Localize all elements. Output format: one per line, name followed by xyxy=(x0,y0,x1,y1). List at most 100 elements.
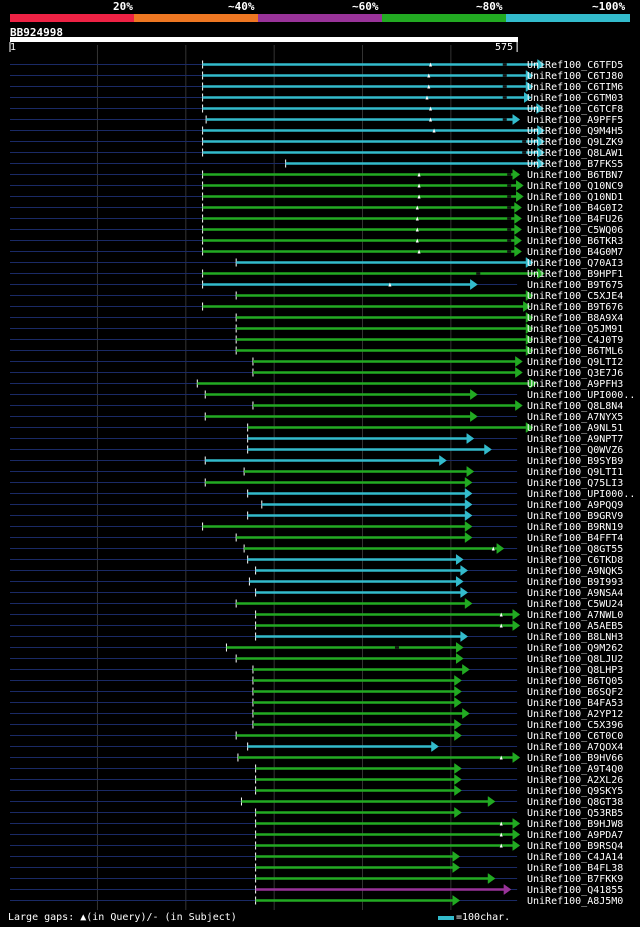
hit-arrowhead xyxy=(464,499,473,510)
hit-label: UniRef100_Q0WVZ6 xyxy=(527,445,623,456)
hit-arrowhead xyxy=(514,235,522,246)
hit-label: UniRef100_B8A9X4 xyxy=(527,313,623,324)
hit-arrowhead xyxy=(460,631,469,642)
hit-label: UniRef100_Q8GT55 xyxy=(527,544,623,555)
hit-label: UniRef100_C6TFD5 xyxy=(527,60,623,71)
hit-label: UniRef100_B6TKR3 xyxy=(527,236,623,247)
hit-label: UniRef100_A9PQQ9 xyxy=(527,500,623,511)
hit-label: UniRef100_B4FU26 xyxy=(527,214,623,225)
query-start-label: 1 xyxy=(10,42,17,53)
legend-label-80: ~80% xyxy=(476,0,503,13)
query-gap-marker xyxy=(417,183,421,188)
hit-arrowhead xyxy=(470,389,478,400)
hit-arrowhead xyxy=(512,169,521,180)
hit-label: UniRef100_B6TQ05 xyxy=(527,676,623,687)
hit-arrowhead xyxy=(537,125,545,136)
hit-arrowhead xyxy=(537,268,545,279)
hit-label: UniRef100_B4G0M7 xyxy=(527,247,623,258)
query-gap-marker xyxy=(417,249,421,254)
hit-label: UniRef100_Q8LHP3 xyxy=(527,665,623,676)
hit-arrowhead xyxy=(454,774,462,785)
hit-arrowhead xyxy=(454,675,462,686)
hit-label: UniRef100_Q53RB5 xyxy=(527,808,623,819)
hit-arrowhead xyxy=(514,213,522,224)
hit-arrowhead xyxy=(524,92,532,103)
hit-label: UniRef100_B9T675 xyxy=(527,280,623,291)
hit-arrowhead xyxy=(454,763,462,774)
hit-label: UniRef100_B4FL38 xyxy=(527,863,623,874)
query-gap-marker xyxy=(415,238,419,243)
hit-label: UniRef100_A8J5M0 xyxy=(527,896,623,907)
hit-arrowhead xyxy=(514,246,522,257)
hit-arrowhead xyxy=(454,785,462,796)
query-gap-marker xyxy=(499,612,503,617)
hit-label: UniRef100_C6TIM6 xyxy=(527,82,623,93)
hit-label: UniRef100_Q70AI3 xyxy=(527,258,623,269)
query-gap-marker xyxy=(417,194,421,199)
hit-arrowhead xyxy=(454,719,462,730)
hit-label: UniRef100_Q3E7J6 xyxy=(527,368,623,379)
hit-label: UniRef100_B4G0I2 xyxy=(527,203,623,214)
hit-arrowhead xyxy=(529,378,537,389)
hit-arrowhead xyxy=(452,851,461,862)
hit-arrowhead xyxy=(514,202,522,213)
query-gap-marker xyxy=(499,755,503,760)
hit-arrowhead xyxy=(464,477,473,488)
hit-label: UniRef100_B9T676 xyxy=(527,302,623,313)
hit-label: UniRef100_Q9LZK9 xyxy=(527,137,623,148)
hit-label: UniRef100_B9HPF1 xyxy=(527,269,623,280)
query-bar xyxy=(10,37,518,42)
hit-arrowhead xyxy=(431,741,439,752)
query-gap-marker xyxy=(427,73,431,78)
query-gap-marker xyxy=(415,205,419,210)
hit-arrowhead xyxy=(454,807,462,818)
hit-label: UniRef100_Q8GT38 xyxy=(527,797,623,808)
hit-label: UniRef100_Q9M4H5 xyxy=(527,126,623,137)
hit-arrowhead xyxy=(464,598,473,609)
hit-arrowhead xyxy=(455,642,464,653)
query-gap-marker xyxy=(429,62,433,67)
query-gap-marker xyxy=(417,172,421,177)
hit-label: UniRef100_B9RN19 xyxy=(527,522,623,533)
legend-segment-100 xyxy=(506,14,630,22)
hit-label: UniRef100_B9HJW8 xyxy=(527,819,623,830)
query-gap-marker xyxy=(499,623,503,628)
query-gap-marker xyxy=(499,843,503,848)
hit-arrowhead xyxy=(454,730,462,741)
identity-legend-bar xyxy=(10,14,630,22)
hit-label: UniRef100_A9NQK5 xyxy=(527,566,623,577)
hit-label: UniRef100_C6TKD8 xyxy=(527,555,623,566)
hit-arrowhead xyxy=(464,521,473,532)
hit-label: UniRef100_B9SYB9 xyxy=(527,456,623,467)
hit-label: UniRef100_A2YP12 xyxy=(527,709,623,720)
hit-arrowhead xyxy=(466,433,475,444)
hit-arrowhead xyxy=(455,554,464,565)
hit-label: UniRef100_Q9LTI2 xyxy=(527,357,623,368)
hit-label: UniRef100_B9I993 xyxy=(527,577,623,588)
hit-arrowhead xyxy=(464,488,473,499)
hit-label: UniRef100_Q10ND1 xyxy=(527,192,623,203)
hit-label: UniRef100_Q8L8N4 xyxy=(527,401,623,412)
hit-arrowhead xyxy=(455,653,464,664)
hit-arrowhead xyxy=(516,191,524,202)
scale-key-label: =100char. xyxy=(456,912,511,923)
hit-arrowhead xyxy=(512,752,521,763)
hit-label: UniRef100_Q9LTI1 xyxy=(527,467,623,478)
hit-arrowhead xyxy=(460,587,469,598)
hit-label: UniRef100_UPI000.. xyxy=(527,489,635,500)
hit-label: UniRef100_A7QOX4 xyxy=(527,742,623,753)
gap-legend-text: Large gaps: ▲(in Query)/- (in Subject) xyxy=(8,912,237,923)
hit-label: UniRef100_A9PFH3 xyxy=(527,379,623,390)
hit-arrowhead xyxy=(512,114,521,125)
hit-label: UniRef100_C6TJ80 xyxy=(527,71,623,82)
hit-label: UniRef100_A9NL51 xyxy=(527,423,623,434)
hit-arrowhead xyxy=(460,565,469,576)
hit-label: UniRef100_C5XJE4 xyxy=(527,291,623,302)
hit-arrowhead xyxy=(525,70,534,81)
hit-label: UniRef100_A9NSA4 xyxy=(527,588,623,599)
hit-arrowhead xyxy=(439,455,447,466)
hit-arrowhead xyxy=(503,884,512,895)
hit-label: UniRef100_C4JA14 xyxy=(527,852,623,863)
hit-arrowhead xyxy=(454,686,462,697)
hit-label: UniRef100_A9NPT7 xyxy=(527,434,623,445)
